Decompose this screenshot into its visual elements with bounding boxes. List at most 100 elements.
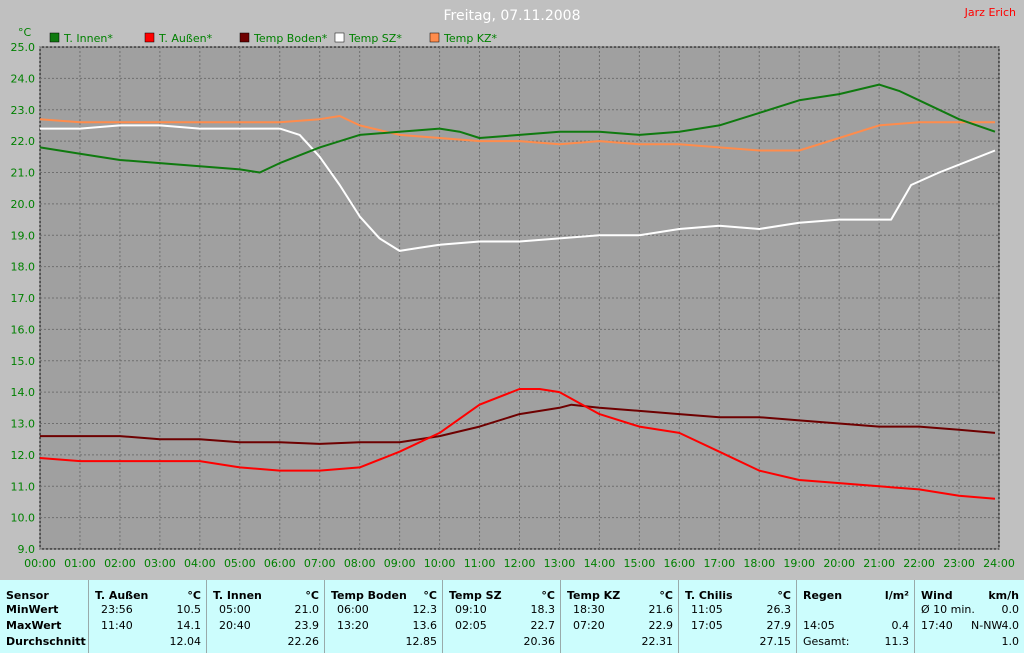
min-value: 18.3 xyxy=(530,603,556,616)
x-tick-label: 16:00 xyxy=(663,557,695,570)
x-tick-label: 06:00 xyxy=(264,557,296,570)
chart-title: Freitag, 07.11.2008 xyxy=(444,8,581,24)
max-time: 11:40 xyxy=(101,619,133,632)
statistics-panel: Sensor MinWert MaxWert Durchschnitt T. A… xyxy=(0,580,1024,653)
average-label: Durchschnitt xyxy=(6,635,86,648)
y-tick-label: 9.0 xyxy=(18,543,36,556)
regen-max-time: 14:05 xyxy=(803,619,835,632)
y-tick-label: 17.0 xyxy=(11,292,36,305)
column-title: Temp KZ xyxy=(567,589,621,602)
min-value: 26.3 xyxy=(766,603,792,616)
column-title: Temp SZ xyxy=(449,589,502,602)
min-label: MinWert xyxy=(6,603,59,616)
legend-swatch xyxy=(334,32,345,43)
series-line xyxy=(39,388,996,500)
regen-total-value: 11.3 xyxy=(884,635,910,648)
y-tick-label: 22.0 xyxy=(11,135,36,148)
legend-swatch xyxy=(49,32,60,43)
max-time: 07:20 xyxy=(573,619,605,632)
sensor-header: Sensor xyxy=(6,589,49,602)
wind-min-value: 0.0 xyxy=(1001,603,1020,616)
legend-label: Temp SZ* xyxy=(348,32,402,45)
regen-total-label: Gesamt: xyxy=(803,635,850,648)
series-line xyxy=(40,403,996,445)
stats-column: Temp SZ °C 09:10 18.3 02:05 22.7 20.36 xyxy=(442,580,561,653)
min-time: 23:56 xyxy=(101,603,133,616)
x-tick-label: 19:00 xyxy=(783,557,815,570)
x-tick-label: 01:00 xyxy=(64,557,96,570)
y-tick-label: 13.0 xyxy=(11,418,36,431)
series-line xyxy=(39,115,995,152)
regen-max-value: 0.4 xyxy=(891,619,910,632)
regen-unit: l/m² xyxy=(884,589,909,602)
x-tick-label: 03:00 xyxy=(144,557,176,570)
wind-header: Wind xyxy=(921,589,953,602)
max-label: MaxWert xyxy=(6,619,62,632)
x-tick-label: 20:00 xyxy=(823,557,855,570)
column-unit: °C xyxy=(541,589,555,602)
max-value: 13.6 xyxy=(412,619,438,632)
chart-area: Freitag, 07.11.2008 Jarz Erich °C 9.0 10.… xyxy=(10,6,1017,570)
average-value: 27.15 xyxy=(759,635,792,648)
legend-swatch xyxy=(429,32,440,43)
max-time: 02:05 xyxy=(455,619,487,632)
min-value: 21.0 xyxy=(294,603,320,616)
y-tick-label: 24.0 xyxy=(11,72,36,85)
column-title: T. Chilis xyxy=(685,589,733,602)
wind-min-label: Ø 10 min. xyxy=(921,603,975,616)
average-value: 12.85 xyxy=(405,635,438,648)
legend-label: Temp KZ* xyxy=(443,32,498,45)
legend-label: T. Innen* xyxy=(63,32,113,45)
x-tick-label: 04:00 xyxy=(184,557,216,570)
column-unit: °C xyxy=(423,589,437,602)
wind-max-direction: N-NW xyxy=(971,619,1003,632)
legend-label: Temp Boden* xyxy=(253,32,328,45)
stats-column: Temp Boden °C 06:00 12.3 13:20 13.6 12.85 xyxy=(324,580,443,653)
x-tick-label: 14:00 xyxy=(584,557,616,570)
x-tick-label: 10:00 xyxy=(424,557,456,570)
x-tick-label: 24:00 xyxy=(983,557,1015,570)
max-value: 22.9 xyxy=(648,619,674,632)
legend-label: T. Außen* xyxy=(158,32,213,45)
average-value: 20.36 xyxy=(523,635,556,648)
min-value: 12.3 xyxy=(412,603,438,616)
x-tick-label: 12:00 xyxy=(504,557,536,570)
min-time: 11:05 xyxy=(691,603,723,616)
y-tick-label: 19.0 xyxy=(11,229,36,242)
y-tick-label: 21.0 xyxy=(11,167,36,180)
series-line xyxy=(40,124,996,252)
max-value: 14.1 xyxy=(176,619,202,632)
y-tick-label: 25.0 xyxy=(11,41,36,54)
x-tick-label: 15:00 xyxy=(624,557,656,570)
column-unit: °C xyxy=(777,589,791,602)
wind-max-time: 17:40 xyxy=(921,619,953,632)
x-tick-label: 11:00 xyxy=(464,557,496,570)
x-tick-label: 00:00 xyxy=(24,557,56,570)
column-title: Temp Boden xyxy=(331,589,407,602)
regen-column: Regen l/m² 14:05 0.4 Gesamt: 11.3 xyxy=(796,580,915,653)
min-time: 09:10 xyxy=(455,603,487,616)
y-tick-label: 16.0 xyxy=(11,323,36,336)
wind-average-value: 1.0 xyxy=(1001,635,1020,648)
max-time: 13:20 xyxy=(337,619,369,632)
x-tick-label: 17:00 xyxy=(703,557,735,570)
y-tick-label: 18.0 xyxy=(11,261,36,274)
max-time: 17:05 xyxy=(691,619,723,632)
series-line xyxy=(39,83,996,174)
column-title: T. Innen xyxy=(213,589,262,602)
x-tick-label: 07:00 xyxy=(304,557,336,570)
max-value: 22.7 xyxy=(530,619,556,632)
column-title: T. Außen xyxy=(95,589,149,602)
y-tick-label: 11.0 xyxy=(11,480,36,493)
x-tick-label: 02:00 xyxy=(104,557,136,570)
x-tick-label: 05:00 xyxy=(224,557,256,570)
min-value: 21.6 xyxy=(648,603,674,616)
column-unit: °C xyxy=(659,589,673,602)
min-time: 06:00 xyxy=(337,603,369,616)
min-time: 05:00 xyxy=(219,603,251,616)
y-axis-unit-label: °C xyxy=(18,26,32,39)
y-tick-label: 20.0 xyxy=(11,198,36,211)
x-tick-label: 22:00 xyxy=(903,557,935,570)
stats-column: T. Innen °C 05:00 21.0 20:40 23.9 22.26 xyxy=(206,580,325,653)
author-label: Jarz Erich xyxy=(964,6,1016,19)
